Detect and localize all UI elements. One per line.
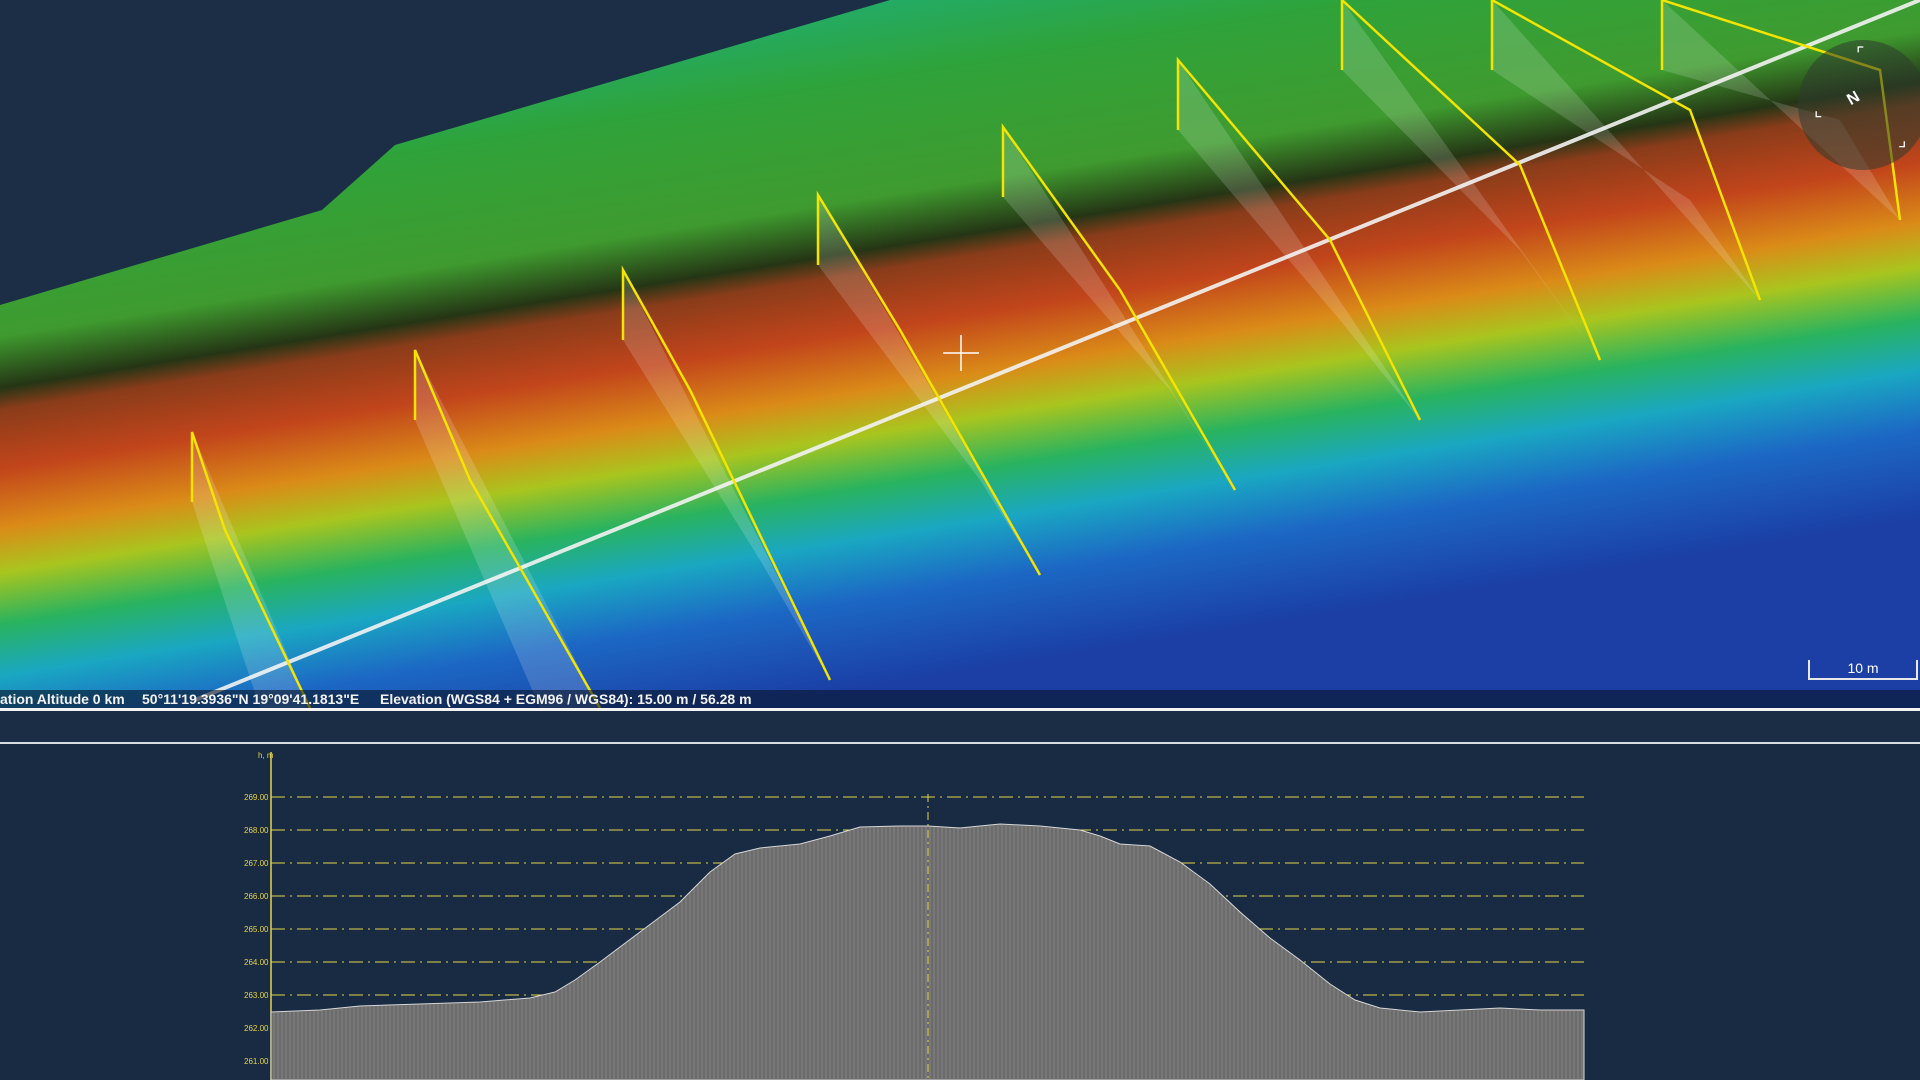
profile-hatch <box>273 825 1583 1080</box>
status-elevation: Elevation (WGS84 + EGM96 / WGS84): 15.00… <box>380 691 752 707</box>
compass-widget[interactable]: ⌜ ⌞ ⌟ N <box>1798 40 1920 170</box>
section-plane <box>192 432 310 708</box>
crosshair-cursor-icon <box>943 335 979 371</box>
terrain-visualization[interactable] <box>0 0 1920 708</box>
terrain-surface <box>0 0 1920 708</box>
status-coordinates: 50°11'19.3936"N 19°09'41.1813"E <box>142 691 360 707</box>
y-tick-label: 267.00 <box>244 859 269 868</box>
y-tick-label: 261.00 <box>244 1057 269 1066</box>
status-altitude: ation Altitude 0 km <box>0 691 125 707</box>
scale-label: 10 m <box>1847 660 1879 676</box>
status-bar: ation Altitude 0 km 50°11'19.3936"N 19°0… <box>0 690 1920 708</box>
section-outline <box>1490 0 1762 301</box>
elevation-profile-chart[interactable]: h, m 269.00 268.00 267.00 266.00 265.00 264.0… <box>0 744 1920 1080</box>
y-tick-label: 263.00 <box>244 991 269 1000</box>
y-tick-label: 262.00 <box>244 1024 269 1033</box>
compass-tick-icon: ⌞ <box>1814 100 1823 120</box>
y-tick-label: 265.00 <box>244 925 269 934</box>
y-tick-label: 268.00 <box>244 826 269 835</box>
section-plane <box>415 350 600 708</box>
section-outline <box>816 190 1042 576</box>
section-outline <box>1340 0 1602 361</box>
section-plane <box>1178 60 1420 420</box>
section-outline <box>190 431 312 708</box>
elevation-profile-panel[interactable]: h, m 269.00 268.00 267.00 266.00 265.00 264.0… <box>0 744 1920 1080</box>
road-centerline <box>194 0 1920 702</box>
section-outline <box>1176 56 1422 421</box>
section-outline <box>1001 123 1237 491</box>
y-tick-label: 269.00 <box>244 793 269 802</box>
section-outline <box>621 265 832 681</box>
section-plane <box>1492 0 1760 300</box>
map-3d-viewport[interactable]: ⌜ ⌞ ⌟ N 10 m ation Altitude 0 km 50°11'1… <box>0 0 1920 708</box>
compass-tick-icon: ⌜ <box>1856 44 1865 64</box>
cross-section-planes <box>190 0 1902 708</box>
compass-north-label: N <box>1844 88 1863 109</box>
y-axis-unit-label: h, m <box>258 751 274 760</box>
section-outline <box>413 349 602 708</box>
compass-tick-icon: ⌟ <box>1898 130 1907 150</box>
profile-y-ticks: 269.00 268.00 267.00 266.00 265.00 264.00 263.… <box>244 793 269 1066</box>
panel-splitter[interactable] <box>0 708 1920 744</box>
section-plane <box>623 270 830 680</box>
scale-bar: 10 m <box>1808 660 1918 680</box>
section-plane <box>1003 127 1235 490</box>
y-tick-label: 266.00 <box>244 892 269 901</box>
section-plane <box>1342 0 1600 360</box>
y-tick-label: 264.00 <box>244 958 269 967</box>
